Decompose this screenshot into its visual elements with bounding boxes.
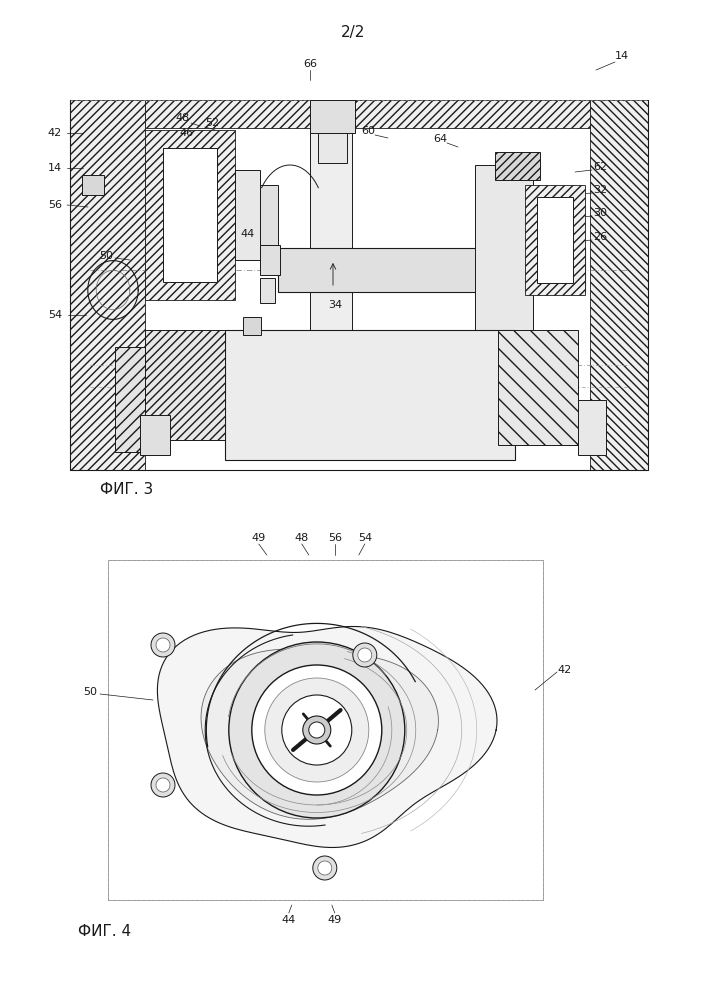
Bar [235, 170, 260, 260]
Text: 14: 14 [48, 163, 62, 173]
Polygon shape [201, 649, 438, 819]
Text: 26: 26 [593, 232, 607, 242]
Text: 2/2: 2/2 [341, 24, 366, 39]
Bar [225, 330, 515, 460]
Bar [260, 185, 278, 245]
Text: 50: 50 [370, 720, 385, 730]
Circle shape [312, 856, 337, 880]
Bar [260, 245, 280, 275]
Text: 30: 30 [593, 208, 607, 218]
Text: 48: 48 [295, 533, 309, 543]
Bar [475, 165, 533, 330]
Text: 42: 42 [558, 665, 572, 675]
Bar [310, 128, 352, 460]
Bar [590, 100, 648, 470]
Bar [145, 330, 225, 440]
Text: 54: 54 [48, 310, 62, 320]
Text: 56: 56 [48, 200, 62, 210]
Text: 49: 49 [252, 533, 266, 543]
Bar [108, 560, 543, 900]
Text: 46: 46 [180, 128, 194, 138]
Bar [537, 197, 573, 283]
Bar [163, 148, 217, 282]
Text: 66: 66 [303, 59, 317, 69]
Bar [495, 152, 540, 180]
Text: 44: 44 [281, 915, 296, 925]
Circle shape [309, 722, 325, 738]
Bar [525, 185, 585, 295]
Bar [278, 248, 585, 292]
Text: 50: 50 [99, 251, 113, 261]
Circle shape [151, 633, 175, 657]
Bar [145, 130, 235, 300]
Circle shape [229, 642, 405, 818]
Text: 32: 32 [593, 185, 607, 195]
Circle shape [151, 773, 175, 797]
Circle shape [303, 716, 331, 744]
Bar [145, 100, 590, 128]
Bar [70, 100, 145, 470]
Bar [115, 347, 145, 452]
Circle shape [353, 643, 377, 667]
Text: 34: 34 [328, 300, 342, 310]
Circle shape [252, 665, 382, 795]
Text: 50: 50 [83, 687, 97, 697]
Text: 62: 62 [593, 162, 607, 172]
Bar [82, 175, 104, 195]
Text: 14: 14 [615, 51, 629, 61]
Text: 48: 48 [176, 113, 190, 123]
Bar [310, 100, 355, 133]
Text: 64: 64 [433, 134, 447, 144]
Bar [578, 400, 606, 455]
Bar [140, 415, 170, 455]
Text: 44: 44 [241, 229, 255, 239]
Circle shape [265, 678, 369, 782]
Circle shape [358, 648, 372, 662]
Text: 52: 52 [205, 118, 219, 128]
Text: 38: 38 [205, 158, 219, 168]
Bar [318, 133, 347, 163]
Text: ФИГ. 4: ФИГ. 4 [78, 924, 131, 940]
Text: 56: 56 [328, 533, 341, 543]
Polygon shape [158, 626, 497, 847]
Text: 42: 42 [48, 128, 62, 138]
Bar [243, 317, 261, 335]
Text: 49: 49 [327, 915, 342, 925]
Text: 54: 54 [358, 533, 372, 543]
Text: ФИГ. 3: ФИГ. 3 [100, 483, 153, 497]
Circle shape [156, 778, 170, 792]
Circle shape [318, 861, 332, 875]
Circle shape [156, 638, 170, 652]
Bar [498, 330, 578, 445]
Text: 60: 60 [361, 126, 375, 136]
Circle shape [282, 695, 352, 765]
Bar [260, 278, 275, 303]
